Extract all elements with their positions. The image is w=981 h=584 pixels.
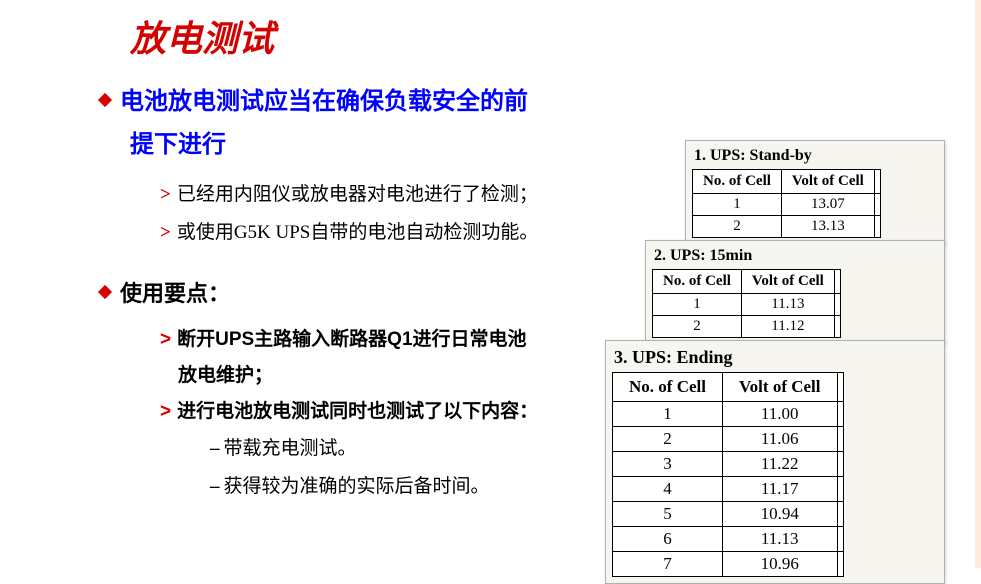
- point-2-sub-1a: 断开UPS主路输入断路器Q1进行日常电池: [177, 329, 526, 350]
- cell: 1: [693, 194, 782, 216]
- cell-stub: [834, 316, 840, 338]
- point-1-sub-2: > 或使用G5K UPS自带的电池自动检测功能。: [160, 214, 630, 252]
- table-row: 311.22: [613, 452, 844, 477]
- table-15min-grid: No. of Cell Volt of Cell 111.13 211.12: [652, 269, 841, 338]
- col-no-of-cell: No. of Cell: [613, 373, 723, 402]
- col-volt-of-cell: Volt of Cell: [722, 373, 837, 402]
- table-15min: 2. UPS: 15min No. of Cell Volt of Cell 1…: [645, 240, 945, 345]
- table-row: 111.13: [653, 294, 841, 316]
- cell: 13.13: [781, 216, 874, 238]
- cell: 10.94: [722, 502, 837, 527]
- dash-bullet-icon: –: [210, 438, 220, 459]
- table-standby: 1. UPS: Stand-by No. of Cell Volt of Cel…: [685, 140, 945, 245]
- table-ending: 3. UPS: Ending No. of Cell Volt of Cell …: [605, 340, 945, 584]
- table-row: 111.00: [613, 402, 844, 427]
- cell: 2: [613, 427, 723, 452]
- cell-stub: [837, 502, 843, 527]
- table-row: 113.07: [693, 194, 881, 216]
- cell: 11.13: [741, 294, 834, 316]
- table-15min-title: 2. UPS: 15min: [654, 247, 938, 265]
- cell: 2: [653, 316, 742, 338]
- col-no-of-cell: No. of Cell: [693, 170, 782, 194]
- table-row: 213.13: [693, 216, 881, 238]
- col-stub: [837, 373, 843, 402]
- table-row: 211.12: [653, 316, 841, 338]
- cell-stub: [834, 294, 840, 316]
- dash-2: –获得较为准确的实际后备时间。: [210, 468, 630, 506]
- bullet-diamond-icon: [98, 285, 112, 299]
- dash-1: –带载充电测试。: [210, 430, 630, 468]
- cell: 11.12: [741, 316, 834, 338]
- cell-stub: [874, 194, 880, 216]
- table-ending-title: 3. UPS: Ending: [614, 347, 938, 368]
- col-stub: [874, 170, 880, 194]
- table-row: 510.94: [613, 502, 844, 527]
- content-area: 电池放电测试应当在确保负载安全的前 提下进行 > 已经用内阻仪或放电器对电池进行了…: [100, 80, 630, 506]
- cell-stub: [837, 402, 843, 427]
- arrow-bullet-icon: >: [160, 329, 171, 350]
- cell-stub: [837, 527, 843, 552]
- slide: 放电测试 电池放电测试应当在确保负载安全的前 提下进行 > 已经用内阻仪或放电器对…: [0, 0, 981, 568]
- cell-stub: [837, 552, 843, 577]
- point-2-sub-1b: 放电维护；: [160, 358, 630, 394]
- cell: 7: [613, 552, 723, 577]
- point-2: 使用要点：: [100, 274, 630, 314]
- table-standby-title: 1. UPS: Stand-by: [694, 147, 938, 165]
- point-2-sub-1: > 断开UPS主路输入断路器Q1进行日常电池 放电维护；: [160, 322, 630, 394]
- cell: 5: [613, 502, 723, 527]
- col-volt-of-cell: Volt of Cell: [781, 170, 874, 194]
- right-edge-strip: [975, 0, 981, 568]
- point-1-line1: 电池放电测试应当在确保负载安全的前: [120, 88, 528, 115]
- arrow-bullet-icon: >: [160, 401, 171, 422]
- point-1-sub-1-text: 已经用内阻仪或放电器对电池进行了检测；: [177, 184, 538, 205]
- dash-bullet-icon: –: [210, 476, 220, 497]
- cell: 11.22: [722, 452, 837, 477]
- table-header-row: No. of Cell Volt of Cell: [653, 270, 841, 294]
- cell: 2: [693, 216, 782, 238]
- table-header-row: No. of Cell Volt of Cell: [613, 373, 844, 402]
- cell: 11.06: [722, 427, 837, 452]
- point-2-head: 使用要点：: [120, 281, 230, 306]
- point-1-line2: 提下进行: [100, 123, 630, 166]
- cell: 4: [613, 477, 723, 502]
- col-volt-of-cell: Volt of Cell: [741, 270, 834, 294]
- cell: 1: [653, 294, 742, 316]
- col-no-of-cell: No. of Cell: [653, 270, 742, 294]
- point-2-sub-2-text: 进行电池放电测试同时也测试了以下内容：: [177, 401, 538, 422]
- table-row: 211.06: [613, 427, 844, 452]
- cell-stub: [874, 216, 880, 238]
- cell: 6: [613, 527, 723, 552]
- cell: 3: [613, 452, 723, 477]
- table-row: 411.17: [613, 477, 844, 502]
- cell: 1: [613, 402, 723, 427]
- cell: 11.17: [722, 477, 837, 502]
- arrow-bullet-icon: >: [160, 222, 171, 243]
- bullet-diamond-icon: [98, 93, 112, 107]
- table-ending-grid: No. of Cell Volt of Cell 111.00 211.06 3…: [612, 372, 844, 577]
- point-1-sub-2-text: 或使用G5K UPS自带的电池自动检测功能。: [177, 222, 539, 243]
- cell: 10.96: [722, 552, 837, 577]
- point-2-sub-2: > 进行电池放电测试同时也测试了以下内容：: [160, 394, 630, 430]
- table-header-row: No. of Cell Volt of Cell: [693, 170, 881, 194]
- point-1-sub-1: > 已经用内阻仪或放电器对电池进行了检测；: [160, 176, 630, 214]
- cell-stub: [837, 427, 843, 452]
- point-1: 电池放电测试应当在确保负载安全的前 提下进行: [100, 80, 630, 166]
- tables-area: 1. UPS: Stand-by No. of Cell Volt of Cel…: [605, 140, 975, 560]
- arrow-bullet-icon: >: [160, 184, 171, 205]
- cell-stub: [837, 477, 843, 502]
- col-stub: [834, 270, 840, 294]
- dash-2-text: 获得较为准确的实际后备时间。: [224, 476, 490, 497]
- slide-title: 放电测试: [130, 10, 274, 62]
- table-row: 710.96: [613, 552, 844, 577]
- cell: 13.07: [781, 194, 874, 216]
- table-row: 611.13: [613, 527, 844, 552]
- cell-stub: [837, 452, 843, 477]
- table-standby-grid: No. of Cell Volt of Cell 113.07 213.13: [692, 169, 881, 238]
- cell: 11.13: [722, 527, 837, 552]
- dash-1-text: 带载充电测试。: [224, 438, 357, 459]
- cell: 11.00: [722, 402, 837, 427]
